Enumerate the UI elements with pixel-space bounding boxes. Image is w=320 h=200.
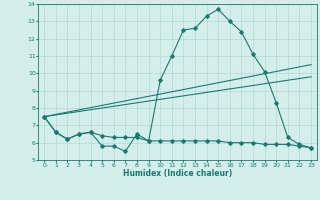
X-axis label: Humidex (Indice chaleur): Humidex (Indice chaleur): [123, 169, 232, 178]
